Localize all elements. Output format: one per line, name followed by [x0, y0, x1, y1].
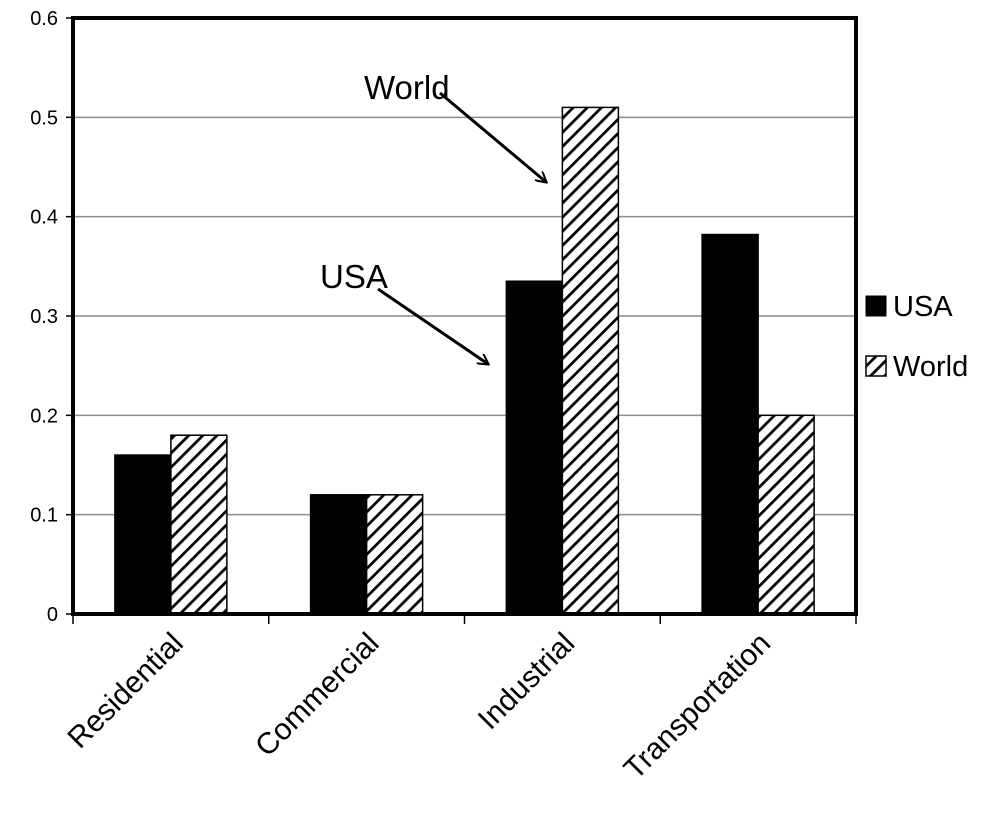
- bar-world-residential: [170, 434, 228, 615]
- bar-usa-commercial: [309, 494, 368, 615]
- x-category-label: Transportation: [618, 627, 777, 786]
- x-category-label: Industrial: [472, 627, 581, 736]
- annotation-usa-arrow: [377, 287, 488, 364]
- annotation-usa-label: USA: [320, 258, 388, 295]
- bar-usa-residential: [114, 454, 172, 615]
- legend-label-world: World: [893, 351, 968, 383]
- bars: [114, 106, 815, 615]
- y-tick-labels: 0 0.1 0.2 0.3 0.4 0.5 0.6: [30, 8, 58, 626]
- legend: USA World: [865, 291, 968, 383]
- x-category-label: Commercial: [249, 627, 385, 763]
- legend-swatch-usa: [865, 295, 887, 317]
- axes: [66, 17, 857, 624]
- annotation-world-arrow: [439, 91, 546, 182]
- y-tick-label: 0.6: [30, 8, 58, 30]
- x-category-labels: Residential Commercial Industrial Transport…: [62, 627, 778, 786]
- annotation-world-label: World: [364, 69, 450, 106]
- x-category-label: Residential: [62, 627, 190, 755]
- legend-swatch-world: [865, 355, 887, 377]
- bar-usa-transportation: [701, 233, 759, 615]
- y-tick-label: 0.1: [30, 505, 58, 527]
- legend-label-usa: USA: [893, 291, 953, 323]
- y-tick-label: 0.2: [30, 405, 58, 427]
- bar-world-commercial: [365, 494, 424, 615]
- y-tick-label: 0: [47, 604, 58, 626]
- bar-world-industrial: [561, 106, 620, 615]
- bar-usa-industrial: [505, 280, 564, 615]
- bar-world-transportation: [757, 414, 815, 615]
- y-tick-label: 0.5: [30, 107, 58, 129]
- y-tick-label: 0.3: [30, 306, 58, 328]
- annotation-world: World: [364, 69, 546, 182]
- annotation-usa: USA: [320, 258, 488, 364]
- y-tick-label: 0.4: [30, 207, 58, 229]
